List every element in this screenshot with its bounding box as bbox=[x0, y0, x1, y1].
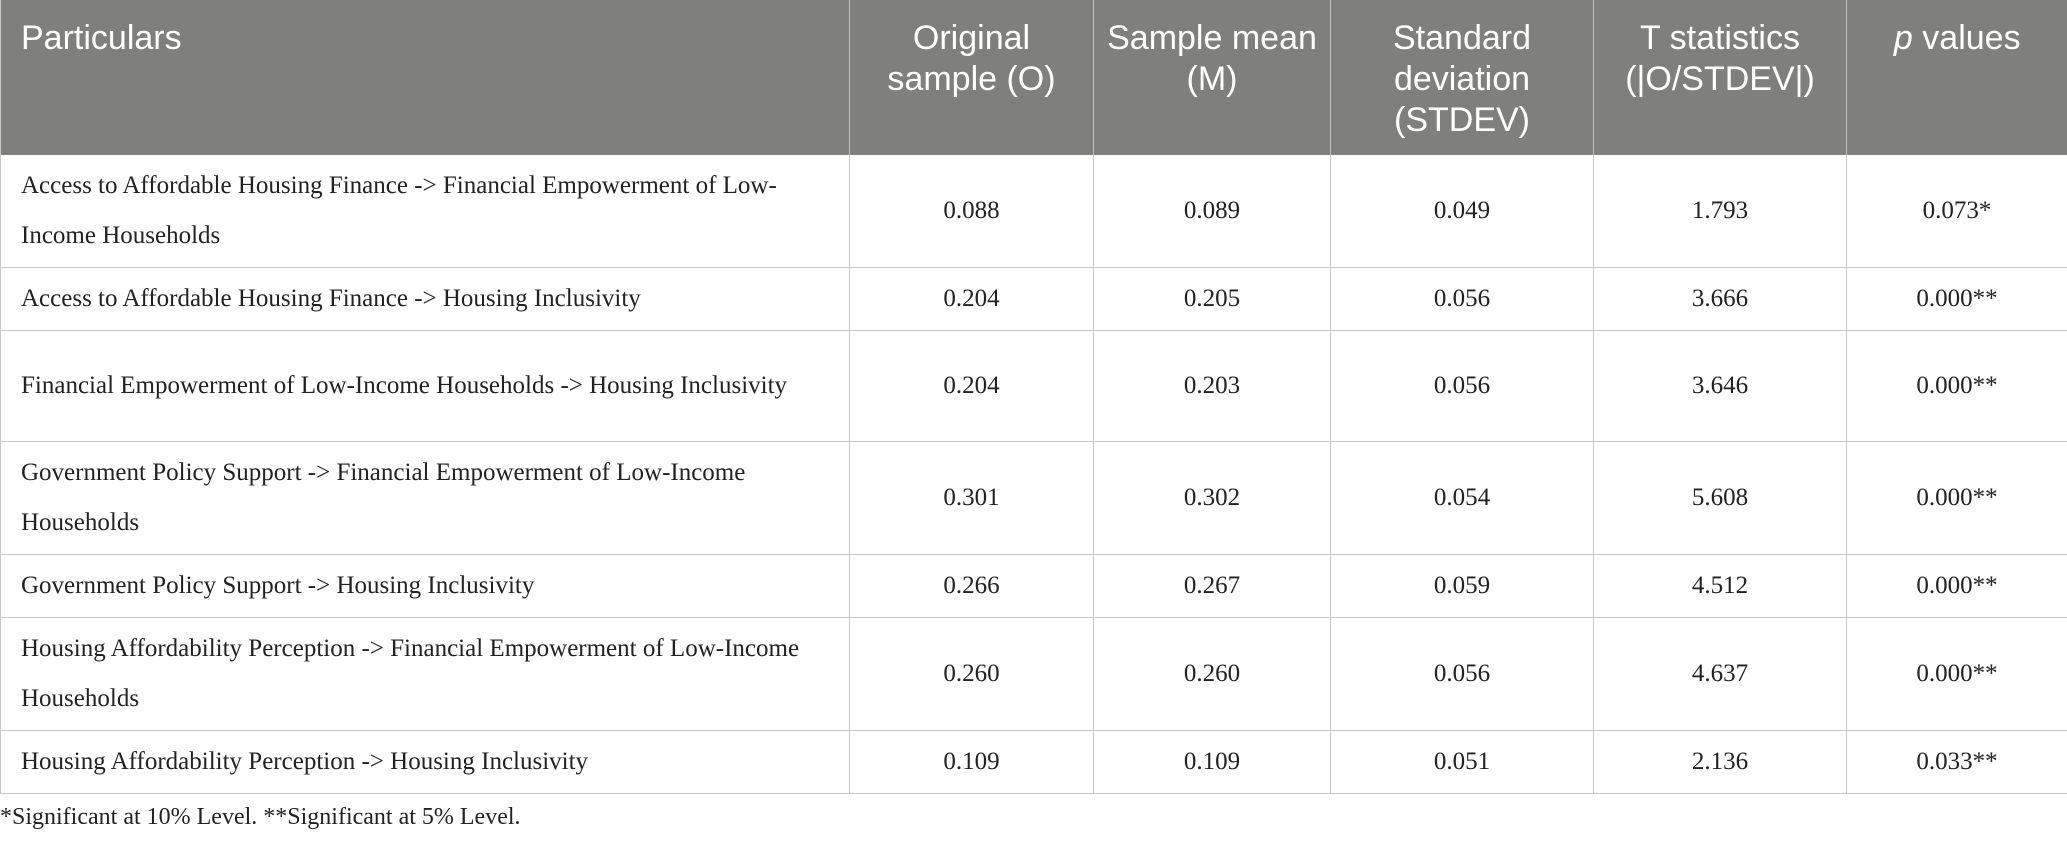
cell-tstat: 3.666 bbox=[1593, 267, 1847, 331]
cell-tstat: 4.637 bbox=[1593, 617, 1847, 731]
table-footnote: *Significant at 10% Level. **Significant… bbox=[0, 804, 521, 830]
table-row: Housing Affordability Perception -> Fina… bbox=[0, 617, 2067, 731]
cell-stdev: 0.056 bbox=[1330, 267, 1594, 331]
cell-tstat: 2.136 bbox=[1593, 730, 1847, 794]
header-standard-deviation: Standard deviation (STDEV) bbox=[1330, 0, 1594, 155]
cell-p-value: 0.000** bbox=[1846, 267, 2067, 331]
cell-mean: 0.267 bbox=[1093, 554, 1331, 618]
cell-tstat: 3.646 bbox=[1593, 330, 1847, 442]
cell-mean: 0.203 bbox=[1093, 330, 1331, 442]
cell-mean: 0.260 bbox=[1093, 617, 1331, 731]
table-body: Access to Affordable Housing Finance -> … bbox=[0, 155, 2067, 794]
header-p-letter: p bbox=[1893, 19, 1913, 57]
cell-particulars: Government Policy Support -> Financial E… bbox=[0, 441, 850, 555]
header-original-sample: Original sample (O) bbox=[849, 0, 1094, 155]
header-p-suffix: values bbox=[1912, 19, 2021, 57]
cell-p-value: 0.073* bbox=[1846, 155, 2067, 268]
cell-original: 0.204 bbox=[849, 330, 1094, 442]
cell-p-value: 0.000** bbox=[1846, 617, 2067, 731]
cell-particulars: Access to Affordable Housing Finance -> … bbox=[0, 155, 850, 268]
cell-p-value: 0.000** bbox=[1846, 441, 2067, 555]
table-row: Financial Empowerment of Low-Income Hous… bbox=[0, 330, 2067, 442]
cell-particulars: Housing Affordability Perception -> Hous… bbox=[0, 730, 850, 794]
cell-stdev: 0.059 bbox=[1330, 554, 1594, 618]
cell-p-value: 0.000** bbox=[1846, 330, 2067, 442]
cell-stdev: 0.056 bbox=[1330, 330, 1594, 442]
table-row: Access to Affordable Housing Finance -> … bbox=[0, 267, 2067, 331]
cell-original: 0.260 bbox=[849, 617, 1094, 731]
cell-original: 0.109 bbox=[849, 730, 1094, 794]
cell-tstat: 5.608 bbox=[1593, 441, 1847, 555]
cell-stdev: 0.051 bbox=[1330, 730, 1594, 794]
table-row: Government Policy Support -> Financial E… bbox=[0, 441, 2067, 555]
cell-original: 0.301 bbox=[849, 441, 1094, 555]
cell-particulars: Access to Affordable Housing Finance -> … bbox=[0, 267, 850, 331]
table-row: Housing Affordability Perception -> Hous… bbox=[0, 730, 2067, 794]
results-table-container: Particulars Original sample (O) Sample m… bbox=[0, 0, 2067, 794]
cell-tstat: 4.512 bbox=[1593, 554, 1847, 618]
cell-mean: 0.109 bbox=[1093, 730, 1331, 794]
cell-particulars: Financial Empowerment of Low-Income Hous… bbox=[0, 330, 850, 442]
table-row: Government Policy Support -> Housing Inc… bbox=[0, 554, 2067, 618]
cell-p-value: 0.033** bbox=[1846, 730, 2067, 794]
cell-particulars: Housing Affordability Perception -> Fina… bbox=[0, 617, 850, 731]
cell-p-value: 0.000** bbox=[1846, 554, 2067, 618]
cell-mean: 0.089 bbox=[1093, 155, 1331, 268]
cell-stdev: 0.049 bbox=[1330, 155, 1594, 268]
cell-original: 0.204 bbox=[849, 267, 1094, 331]
table-row: Access to Affordable Housing Finance -> … bbox=[0, 155, 2067, 268]
header-particulars: Particulars bbox=[0, 0, 850, 155]
cell-original: 0.266 bbox=[849, 554, 1094, 618]
cell-mean: 0.205 bbox=[1093, 267, 1331, 331]
header-t-statistics: T statistics (|O/STDEV|) bbox=[1593, 0, 1847, 155]
header-row: Particulars Original sample (O) Sample m… bbox=[0, 0, 2067, 155]
path-coefficients-table: Particulars Original sample (O) Sample m… bbox=[0, 0, 2067, 794]
cell-stdev: 0.054 bbox=[1330, 441, 1594, 555]
table-header: Particulars Original sample (O) Sample m… bbox=[0, 0, 2067, 155]
cell-stdev: 0.056 bbox=[1330, 617, 1594, 731]
cell-tstat: 1.793 bbox=[1593, 155, 1847, 268]
cell-mean: 0.302 bbox=[1093, 441, 1331, 555]
cell-original: 0.088 bbox=[849, 155, 1094, 268]
header-p-values: p values bbox=[1846, 0, 2067, 155]
cell-particulars: Government Policy Support -> Housing Inc… bbox=[0, 554, 850, 618]
header-sample-mean: Sample mean (M) bbox=[1093, 0, 1331, 155]
